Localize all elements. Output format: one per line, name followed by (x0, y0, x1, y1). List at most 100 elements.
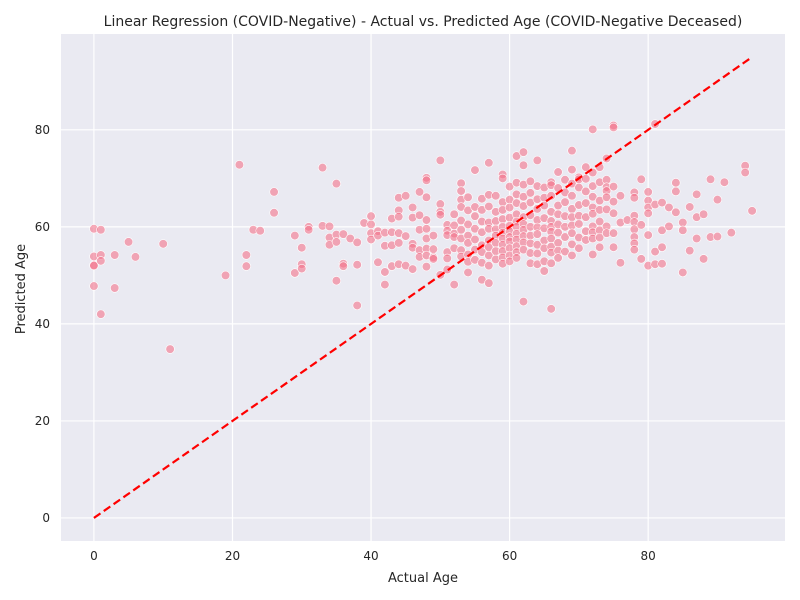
scatter-point (380, 279, 390, 290)
scatter-point (110, 250, 120, 260)
scatter-point (435, 210, 445, 220)
scatter-point (89, 281, 99, 291)
scatter-point (456, 186, 466, 196)
scatter-point (740, 167, 750, 178)
scatter-point (297, 243, 307, 253)
scatter-point (331, 276, 341, 286)
scatter-point (553, 253, 563, 263)
scatter-point (747, 206, 757, 216)
scatter-point (394, 212, 404, 222)
scatter-point (726, 228, 736, 238)
scatter-point (297, 263, 307, 274)
scatter-point (560, 246, 570, 257)
scatter-point (484, 278, 494, 288)
scatter-point (608, 181, 619, 192)
scatter-point (290, 230, 300, 241)
scatter-point (331, 179, 341, 189)
scatter-point (685, 202, 695, 212)
scatter-point (421, 192, 432, 202)
scatter-point (518, 147, 529, 157)
scatter-point (421, 215, 432, 225)
scatter-point (608, 208, 619, 218)
scatter-point (685, 246, 695, 256)
scatter-point (678, 217, 688, 228)
scatter-point (636, 220, 646, 230)
y-tick-labels: 0 20 40 60 80 (35, 123, 50, 525)
scatter-point (442, 253, 452, 263)
scatter-point (421, 224, 432, 234)
scatter-point (581, 162, 591, 172)
scatter-point (442, 264, 452, 275)
scatter-point (581, 174, 591, 184)
scatter-point (608, 242, 619, 252)
scatter-point (692, 189, 702, 199)
scatter-point (421, 262, 432, 272)
scatter-point (511, 253, 522, 263)
scatter-point (428, 244, 438, 254)
scatter-point (546, 304, 556, 314)
scatter-point (532, 229, 542, 239)
scatter-point (408, 202, 418, 213)
scatter-point (712, 195, 723, 205)
scatter-point (158, 239, 168, 249)
scatter-point (505, 202, 515, 213)
scatter-point (449, 209, 459, 219)
scatter-point (657, 242, 667, 252)
scatter-point (394, 238, 404, 248)
scatter-point (518, 192, 529, 202)
scatter-point (567, 239, 577, 249)
scatter-point (588, 192, 598, 202)
scatter-point (698, 209, 709, 219)
scatter-point (664, 221, 674, 231)
scatter-point (408, 264, 418, 274)
scatter-point (220, 270, 231, 280)
scatter-point (110, 283, 120, 293)
scatter-point (401, 191, 411, 201)
x-tick-label: 20 (225, 549, 240, 563)
scatter-point (525, 176, 535, 186)
scatter-point (539, 266, 549, 276)
y-tick-label: 0 (42, 511, 50, 525)
scatter-point (366, 219, 376, 230)
scatter-point (352, 300, 362, 311)
scatter-point (366, 234, 376, 245)
scatter-point (657, 197, 667, 208)
scatter-point (643, 187, 653, 197)
scatter-point (456, 178, 466, 188)
scatter-point (532, 155, 542, 165)
scatter-point (615, 258, 626, 268)
scatter-point (352, 260, 362, 270)
x-axis-label: Actual Age (388, 571, 458, 586)
scatter-point (719, 177, 729, 187)
scatter-point (414, 187, 425, 197)
y-tick-label: 60 (35, 220, 50, 234)
scatter-point (304, 225, 314, 235)
scatter-point (560, 197, 570, 207)
scatter-point (241, 250, 251, 260)
x-tick-label: 80 (641, 549, 656, 563)
y-tick-label: 80 (35, 123, 50, 137)
scatter-point (567, 228, 577, 238)
chart-title: Linear Regression (COVID-Negative) - Act… (104, 14, 743, 30)
scatter-point (650, 246, 660, 257)
scatter-point (255, 226, 265, 236)
scatter-point (553, 167, 563, 177)
scatter-point (664, 202, 674, 213)
scatter-point (435, 155, 445, 165)
scatter-point (234, 160, 245, 170)
scatter-point (553, 238, 563, 248)
scatter-point (595, 242, 605, 252)
scatter-point (505, 181, 515, 192)
scatter-point (456, 215, 466, 226)
scatter-point (671, 186, 681, 197)
scatter-point (484, 158, 494, 168)
scatter-point (414, 210, 425, 220)
x-tick-labels: 0 20 40 60 80 (90, 549, 656, 563)
scatter-point (470, 165, 480, 175)
scatter-point (643, 208, 653, 218)
scatter-point (629, 245, 639, 255)
scatter-point (89, 261, 99, 271)
scatter-point (608, 122, 619, 132)
scatter-point (477, 194, 487, 204)
